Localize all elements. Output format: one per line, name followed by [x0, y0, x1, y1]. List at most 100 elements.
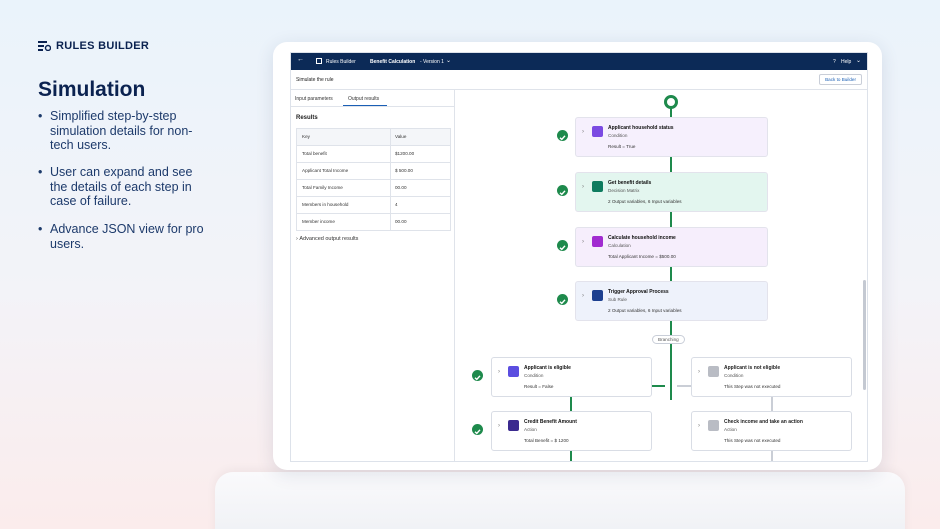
back-to-builder[interactable]: Back to Builder: [819, 74, 862, 85]
flow-node[interactable]: › Applicant household status Condition Resu…: [575, 117, 768, 157]
bullet-text: User can expand and see the details of e…: [50, 165, 193, 208]
node-title: Calculate household income: [608, 235, 676, 241]
cell: 00.00: [395, 185, 407, 190]
tab[interactable]: Input parameters: [295, 96, 333, 102]
success-check: [557, 294, 568, 305]
expand-chevron[interactable]: ›: [498, 423, 500, 429]
cell: Member income: [302, 219, 335, 224]
rule-version[interactable]: - Version 1: [420, 59, 444, 65]
cell: $ 500.00: [395, 168, 413, 173]
nav-bar: ← Rules Builder Benefit Calculation - Ve…: [291, 53, 867, 70]
table-row: Total benefit $1200.00: [297, 146, 450, 163]
cell: 4: [395, 202, 398, 207]
tab-indicator: [343, 105, 387, 106]
expand-chevron[interactable]: ›: [582, 239, 584, 245]
heading: Simulation: [38, 78, 146, 101]
bullet: • Simplified step-by-step simulation deta…: [38, 109, 208, 153]
flow-node[interactable]: › Trigger Approval Process Sub Rule 2 Outpu…: [575, 281, 768, 321]
node-icon: [592, 181, 603, 192]
tab-active[interactable]: Output results: [348, 96, 380, 102]
node-title: Applicant is not eligible: [724, 365, 781, 371]
results-title: Results: [296, 115, 318, 121]
node-detail: This Step was not executed: [724, 438, 781, 443]
cell: $1200.00: [395, 151, 415, 156]
laptop-base: [215, 472, 905, 529]
node-detail: Total Benefit = $ 1200: [524, 438, 569, 443]
sub-header: Simulate the rule Back to Builder: [291, 70, 867, 90]
node-type: Condition: [724, 373, 744, 378]
node-type: Condition: [524, 373, 544, 378]
bullet-text: Advance JSON view for pro users.: [50, 222, 204, 251]
app-icon: [316, 58, 322, 64]
node-icon: [592, 126, 603, 137]
column-divider: [390, 163, 391, 179]
node-type: Condition: [608, 133, 628, 138]
success-check: [472, 370, 483, 381]
success-check: [472, 424, 483, 435]
node-type: Calculation: [608, 243, 631, 248]
flow-node[interactable]: › Calculate household income Calculation To…: [575, 227, 768, 267]
node-icon: [508, 420, 519, 431]
bullet: • User can expand and see the details of …: [38, 165, 208, 209]
table-row: Member income 00.00: [297, 214, 450, 230]
node-type: Action: [724, 427, 737, 432]
help-dropdown[interactable]: ⌄: [856, 58, 862, 64]
node-title: Applicant is eligible: [524, 365, 571, 371]
expand-chevron[interactable]: ›: [698, 369, 700, 375]
help-icon[interactable]: ?: [833, 59, 836, 65]
table-header: Key Value: [297, 129, 450, 146]
expand-chevron[interactable]: ›: [582, 184, 584, 190]
cell: Total Family Income: [302, 185, 343, 190]
flow-node[interactable]: › Applicant is not eligible Condition This …: [691, 357, 852, 397]
flow-node[interactable]: › Get benefit details Decision Matrix 2 Out…: [575, 172, 768, 212]
page-title: Simulate the rule: [296, 77, 334, 83]
expand-chevron[interactable]: ›: [698, 423, 700, 429]
node-detail: Total Applicant Income = $500.00: [608, 254, 676, 259]
node-icon: [508, 366, 519, 377]
success-check: [557, 240, 568, 251]
expand-chevron[interactable]: ›: [582, 129, 584, 135]
brand-icon: [38, 41, 51, 51]
success-check: [557, 130, 568, 141]
back-button[interactable]: ←: [297, 56, 304, 63]
node-type: Action: [524, 427, 537, 432]
cell: Total benefit: [302, 151, 327, 156]
flow-node[interactable]: › Applicant is eligible Condition Result = …: [491, 357, 652, 397]
check-mark: [474, 375, 481, 381]
expand-chevron[interactable]: ›: [582, 293, 584, 299]
bullet-dot: •: [38, 109, 43, 123]
column-divider: [390, 180, 391, 196]
table-row: Members in household 4: [297, 197, 450, 214]
node-detail: 2 Output variables, 6 Input variables: [608, 308, 682, 313]
check-mark: [559, 299, 566, 305]
node-icon: [592, 236, 603, 247]
advanced-toggle[interactable]: › Advanced output results: [296, 236, 359, 242]
app-name[interactable]: Rules Builder: [326, 59, 356, 65]
check-mark: [559, 245, 566, 251]
cell: Applicant Total Income: [302, 168, 349, 173]
app-screen: ← Rules Builder Benefit Calculation - Ve…: [290, 52, 868, 462]
header-cell: Key: [302, 134, 310, 139]
cell: 00.00: [395, 219, 407, 224]
flow-node[interactable]: › Check income and take an action Action Th…: [691, 411, 852, 451]
tab-divider: [291, 106, 454, 107]
node-title: Applicant household status: [608, 125, 674, 131]
flow-node[interactable]: › Credit Benefit Amount Action Total Benefi…: [491, 411, 652, 451]
version-dropdown[interactable]: ⌄: [446, 58, 452, 64]
node-detail: This Step was not executed: [724, 384, 781, 389]
bullet-dot: •: [38, 222, 43, 236]
node-icon: [708, 420, 719, 431]
rule-name: Benefit Calculation: [370, 59, 416, 65]
help[interactable]: Help: [841, 59, 852, 65]
expand-chevron[interactable]: ›: [498, 369, 500, 375]
column-divider: [390, 129, 391, 145]
column-divider: [390, 214, 391, 230]
node-title: Get benefit details: [608, 180, 652, 186]
check-mark: [559, 190, 566, 196]
node-detail: Result = True: [608, 144, 636, 149]
success-check: [557, 185, 568, 196]
advanced-label[interactable]: Advanced output results: [299, 236, 359, 242]
brand: RULES BUILDER: [56, 40, 150, 52]
node-icon: [708, 366, 719, 377]
column-divider: [390, 146, 391, 162]
